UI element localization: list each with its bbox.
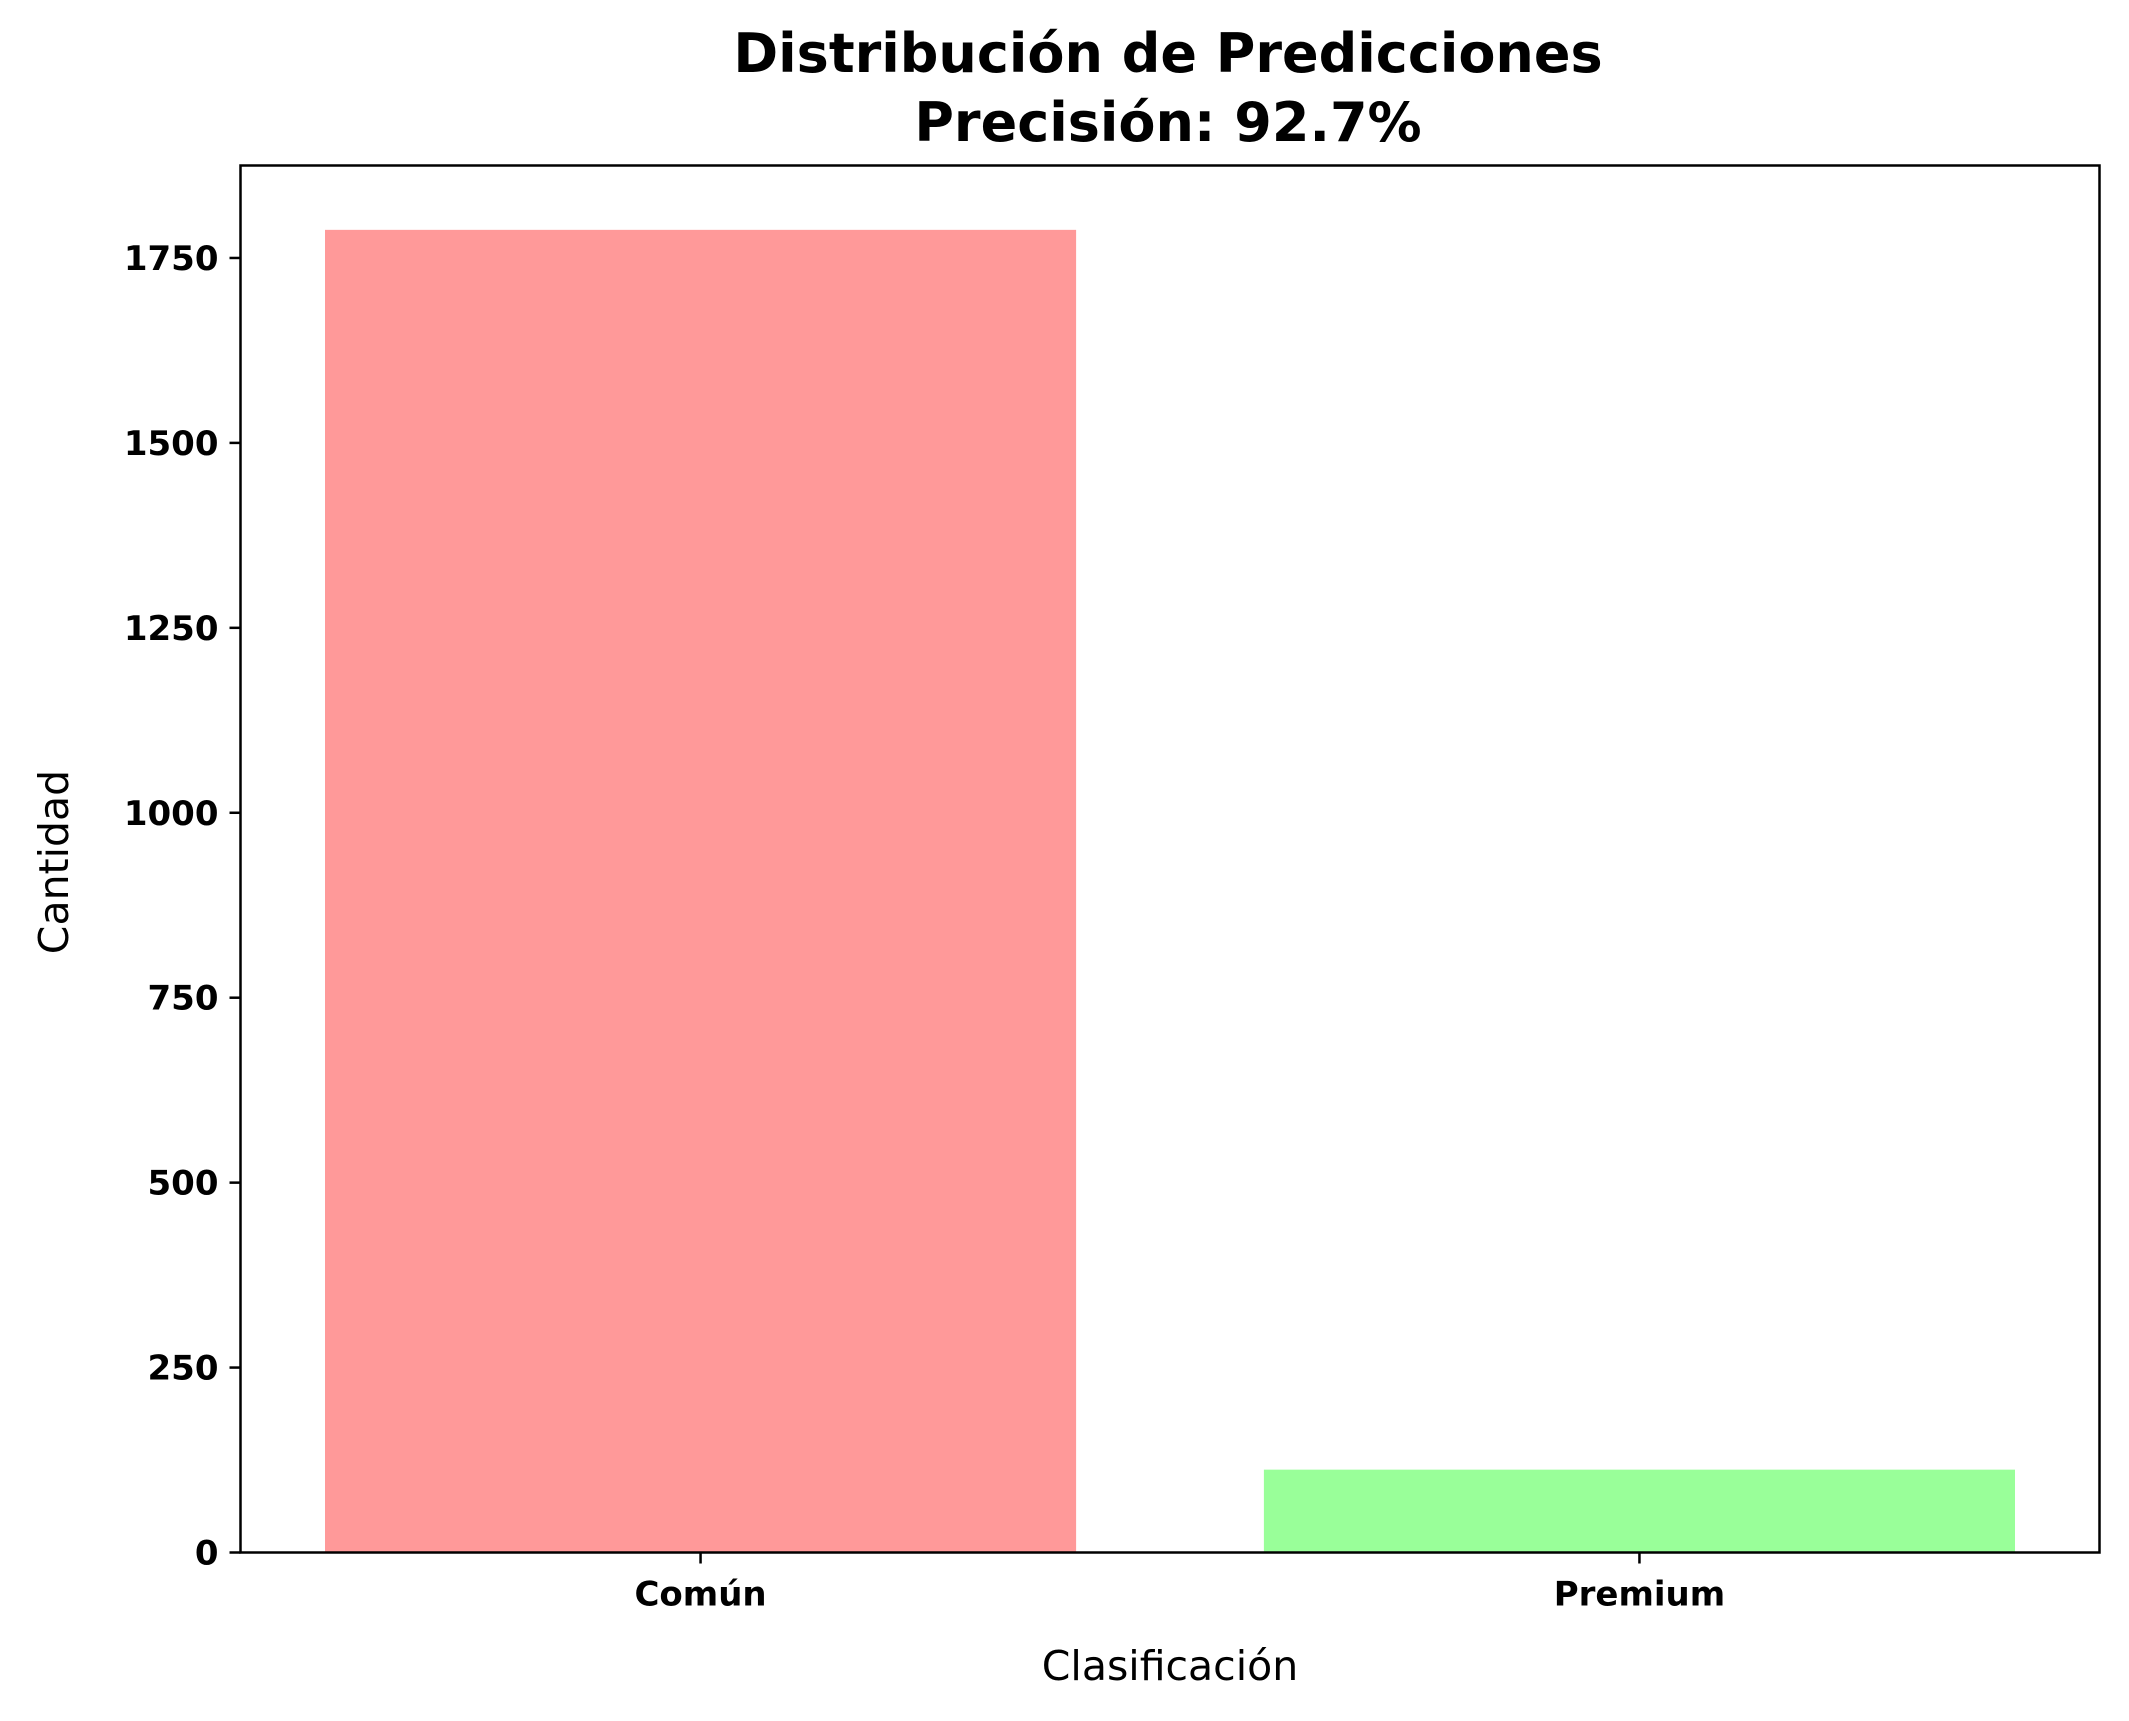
chart-title: Distribución de Predicciones xyxy=(733,22,1602,85)
y-tick-label: 750 xyxy=(148,979,219,1019)
chart-subtitle: Precisión: 92.7% xyxy=(914,91,1421,154)
y-tick-label: 0 xyxy=(195,1534,219,1574)
bar-0 xyxy=(325,229,1077,1553)
y-axis-label: Cantidad xyxy=(30,770,78,954)
x-tick-label: Premium xyxy=(1554,1575,1725,1615)
x-axis-ticks: Común Premium xyxy=(634,1552,1725,1615)
bar-1 xyxy=(1263,1469,2015,1553)
y-tick-label: 500 xyxy=(148,1164,219,1204)
y-tick-label: 1000 xyxy=(124,794,219,834)
y-tick-label: 1500 xyxy=(124,424,219,464)
y-axis-ticks: 0 250 500 750 1000 1250 1500 1750 xyxy=(124,239,241,1574)
bars-layer xyxy=(325,229,2015,1553)
y-tick-label: 250 xyxy=(148,1349,219,1389)
x-tick-label: Común xyxy=(634,1575,766,1615)
y-tick-label: 1250 xyxy=(124,609,219,649)
y-tick-label: 1750 xyxy=(124,239,219,279)
plot-frame xyxy=(239,164,2101,1554)
x-axis-label: Clasificación xyxy=(1042,1642,1298,1690)
